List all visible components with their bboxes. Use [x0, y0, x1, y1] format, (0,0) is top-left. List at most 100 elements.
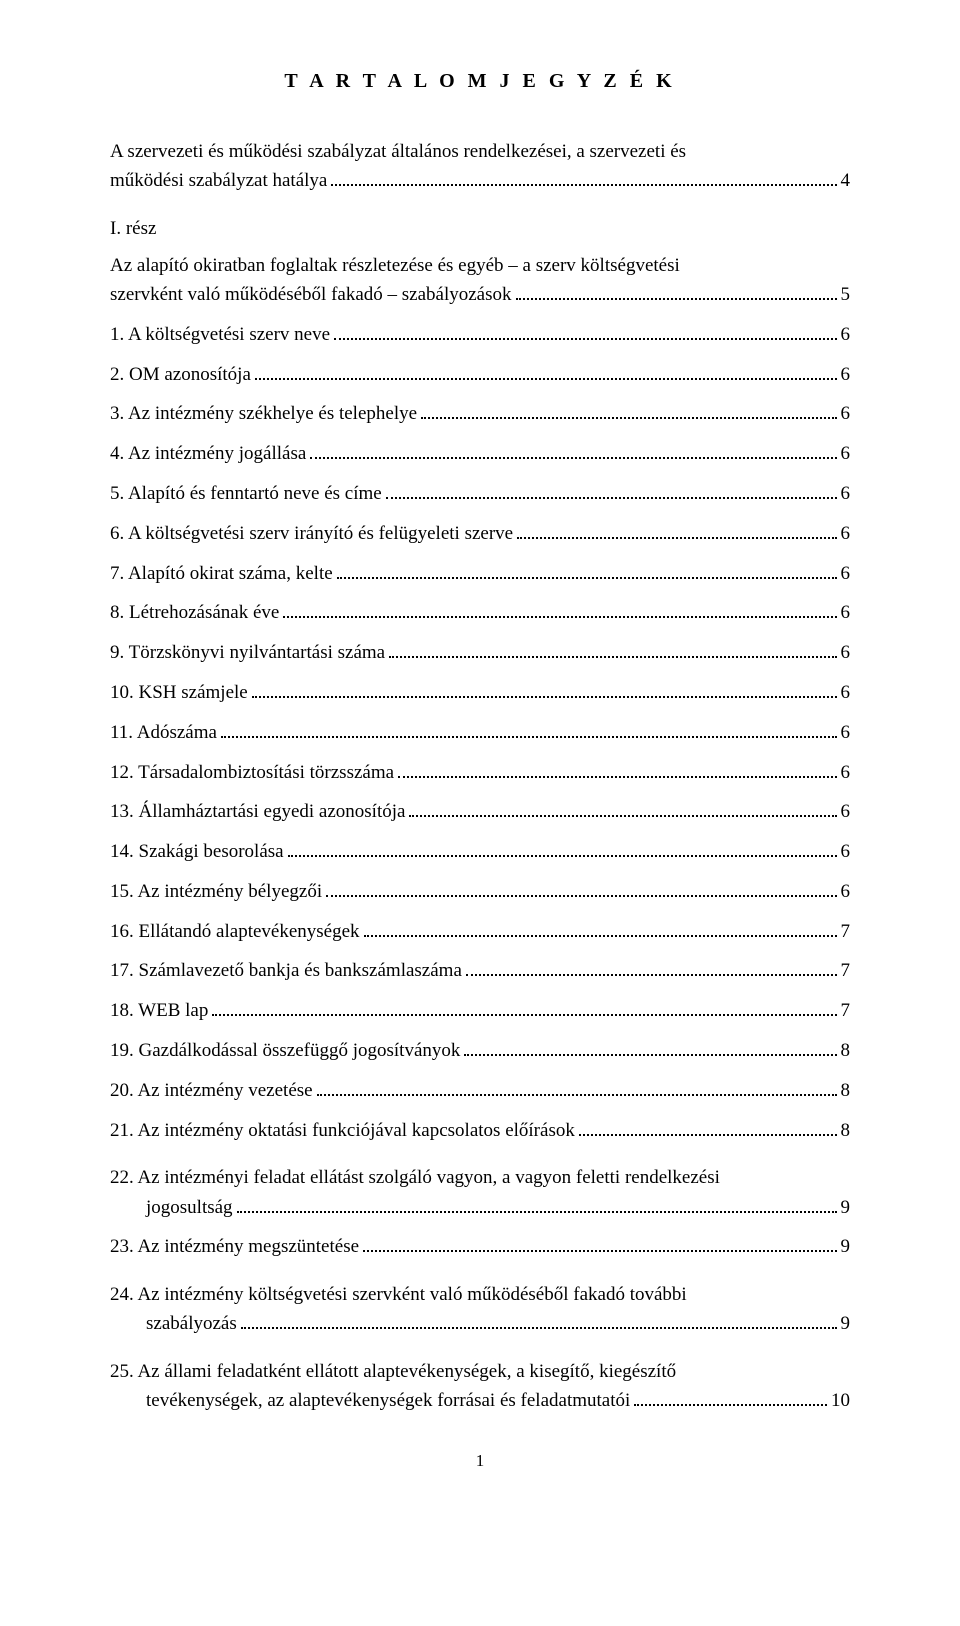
toc-entry: 23. Az intézmény megszüntetése 9	[110, 1236, 850, 1259]
toc-entry-page: 6	[841, 364, 851, 387]
toc-entry-label: 20. Az intézmény vezetése	[110, 1080, 313, 1103]
toc-entry-page: 5	[841, 284, 851, 307]
toc-entry: 24. Az intézmény költségvetési szervként…	[110, 1276, 850, 1313]
toc-entry-page: 6	[841, 881, 851, 904]
toc-entry: I. rész	[110, 210, 850, 247]
toc-entry-label: 19. Gazdálkodással összefüggő jogosítván…	[110, 1040, 460, 1063]
toc-entry-label: Az alapító okiratban foglaltak részletez…	[110, 255, 680, 276]
toc-entry-page: 6	[841, 722, 851, 745]
toc-entry-label: 12. Társadalombiztosítási törzsszáma	[110, 762, 394, 785]
toc-entry: szervként való működéséből fakadó – szab…	[110, 284, 850, 307]
page-number: 1	[110, 1451, 850, 1471]
toc-entry-label: 18. WEB lap	[110, 1000, 208, 1023]
toc-entry-label: A szervezeti és működési szabályzat álta…	[110, 141, 686, 162]
toc-entry: 9. Törzskönyvi nyilvántartási száma 6	[110, 642, 850, 665]
toc-entry-page: 8	[841, 1080, 851, 1103]
toc-dot-leader	[364, 935, 837, 937]
toc-entry-label: 2. OM azonosítója	[110, 364, 251, 387]
toc-entry: 12. Társadalombiztosítási törzsszáma 6	[110, 762, 850, 785]
toc-list: A szervezeti és működési szabályzat álta…	[110, 133, 850, 1413]
toc-entry-page: 6	[841, 523, 851, 546]
toc-entry-label: 7. Alapító okirat száma, kelte	[110, 563, 333, 586]
toc-entry-label: 15. Az intézmény bélyegzői	[110, 881, 322, 904]
toc-entry: 22. Az intézményi feladat ellátást szolg…	[110, 1159, 850, 1196]
toc-entry: működési szabályzat hatálya 4	[110, 170, 850, 193]
toc-entry-page: 6	[841, 682, 851, 705]
toc-dot-leader	[237, 1211, 837, 1213]
toc-entry: 8. Létrehozásának éve 6	[110, 602, 850, 625]
toc-entry-label: 1. A költségvetési szerv neve	[110, 324, 330, 347]
toc-entry: szabályozás 9	[110, 1313, 850, 1336]
toc-entry-page: 6	[841, 642, 851, 665]
toc-entry: 16. Ellátandó alaptevékenységek 7	[110, 921, 850, 944]
toc-dot-leader	[386, 497, 837, 499]
toc-entry: 2. OM azonosítója 6	[110, 364, 850, 387]
toc-entry-label: működési szabályzat hatálya	[110, 170, 327, 193]
toc-entry-page: 8	[841, 1120, 851, 1143]
toc-dot-leader	[389, 656, 836, 658]
toc-entry: 17. Számlavezető bankja és bankszámlaszá…	[110, 960, 850, 983]
toc-dot-leader	[409, 815, 836, 817]
toc-entry: 25. Az állami feladatként ellátott alapt…	[110, 1353, 850, 1390]
toc-dot-leader	[421, 417, 836, 419]
toc-entry-label: 25. Az állami feladatként ellátott alapt…	[110, 1361, 676, 1382]
toc-entry-label: 23. Az intézmény megszüntetése	[110, 1236, 359, 1259]
toc-entry: 19. Gazdálkodással összefüggő jogosítván…	[110, 1040, 850, 1063]
toc-dot-leader	[464, 1054, 836, 1056]
toc-entry-label: 4. Az intézmény jogállása	[110, 443, 306, 466]
toc-dot-leader	[516, 298, 837, 300]
toc-entry-page: 6	[841, 324, 851, 347]
toc-entry-label: 22. Az intézményi feladat ellátást szolg…	[110, 1167, 720, 1188]
toc-entry: jogosultság 9	[110, 1197, 850, 1220]
toc-entry-page: 6	[841, 443, 851, 466]
toc-entry-page: 9	[841, 1236, 851, 1259]
toc-dot-leader	[221, 736, 837, 738]
toc-entry-label: tevékenységek, az alaptevékenységek forr…	[146, 1390, 630, 1413]
toc-entry-label: 16. Ellátandó alaptevékenységek	[110, 921, 360, 944]
toc-entry-label: 8. Létrehozásának éve	[110, 602, 279, 625]
toc-dot-leader	[317, 1094, 837, 1096]
toc-dot-leader	[255, 378, 837, 380]
toc-dot-leader	[331, 184, 836, 186]
toc-entry: 4. Az intézmény jogállása 6	[110, 443, 850, 466]
toc-entry: 15. Az intézmény bélyegzői 6	[110, 881, 850, 904]
toc-entry-page: 6	[841, 841, 851, 864]
toc-entry-page: 8	[841, 1040, 851, 1063]
toc-entry-page: 6	[841, 801, 851, 824]
toc-dot-leader	[310, 457, 836, 459]
toc-entry: 6. A költségvetési szerv irányító és fel…	[110, 523, 850, 546]
toc-entry-label: 14. Szakági besorolása	[110, 841, 284, 864]
toc-entry-page: 6	[841, 563, 851, 586]
toc-dot-leader	[241, 1327, 837, 1329]
toc-dot-leader	[579, 1134, 837, 1136]
toc-entry-page: 10	[831, 1390, 850, 1413]
toc-dot-leader	[363, 1250, 836, 1252]
toc-entry-page: 9	[841, 1197, 851, 1220]
toc-entry-label: szabályozás	[146, 1313, 237, 1336]
toc-dot-leader	[398, 776, 836, 778]
toc-entry-label: 9. Törzskönyvi nyilvántartási száma	[110, 642, 385, 665]
toc-entry-page: 7	[841, 921, 851, 944]
toc-entry-label: 17. Számlavezető bankja és bankszámlaszá…	[110, 960, 462, 983]
toc-dot-leader	[337, 577, 837, 579]
toc-dot-leader	[517, 537, 836, 539]
toc-entry-page: 7	[841, 960, 851, 983]
toc-entry: 3. Az intézmény székhelye és telephelye …	[110, 403, 850, 426]
toc-entry-label: 10. KSH számjele	[110, 682, 248, 705]
toc-entry: 10. KSH számjele 6	[110, 682, 850, 705]
toc-entry: 7. Alapító okirat száma, kelte 6	[110, 563, 850, 586]
toc-entry-label: I. rész	[110, 218, 156, 239]
toc-entry: 1. A költségvetési szerv neve 6	[110, 324, 850, 347]
toc-entry-page: 6	[841, 403, 851, 426]
toc-entry-label: 5. Alapító és fenntartó neve és címe	[110, 483, 382, 506]
toc-entry-page: 6	[841, 602, 851, 625]
toc-entry: 21. Az intézmény oktatási funkciójával k…	[110, 1120, 850, 1143]
toc-dot-leader	[466, 974, 837, 976]
toc-dot-leader	[252, 696, 837, 698]
toc-entry-label: 24. Az intézmény költségvetési szervként…	[110, 1284, 687, 1305]
toc-title: T A R T A L O M J E G Y Z É K	[110, 70, 850, 93]
toc-dot-leader	[334, 338, 836, 340]
toc-entry: 11. Adószáma 6	[110, 722, 850, 745]
toc-entry: Az alapító okiratban foglaltak részletez…	[110, 247, 850, 284]
toc-entry-label: 11. Adószáma	[110, 722, 217, 745]
